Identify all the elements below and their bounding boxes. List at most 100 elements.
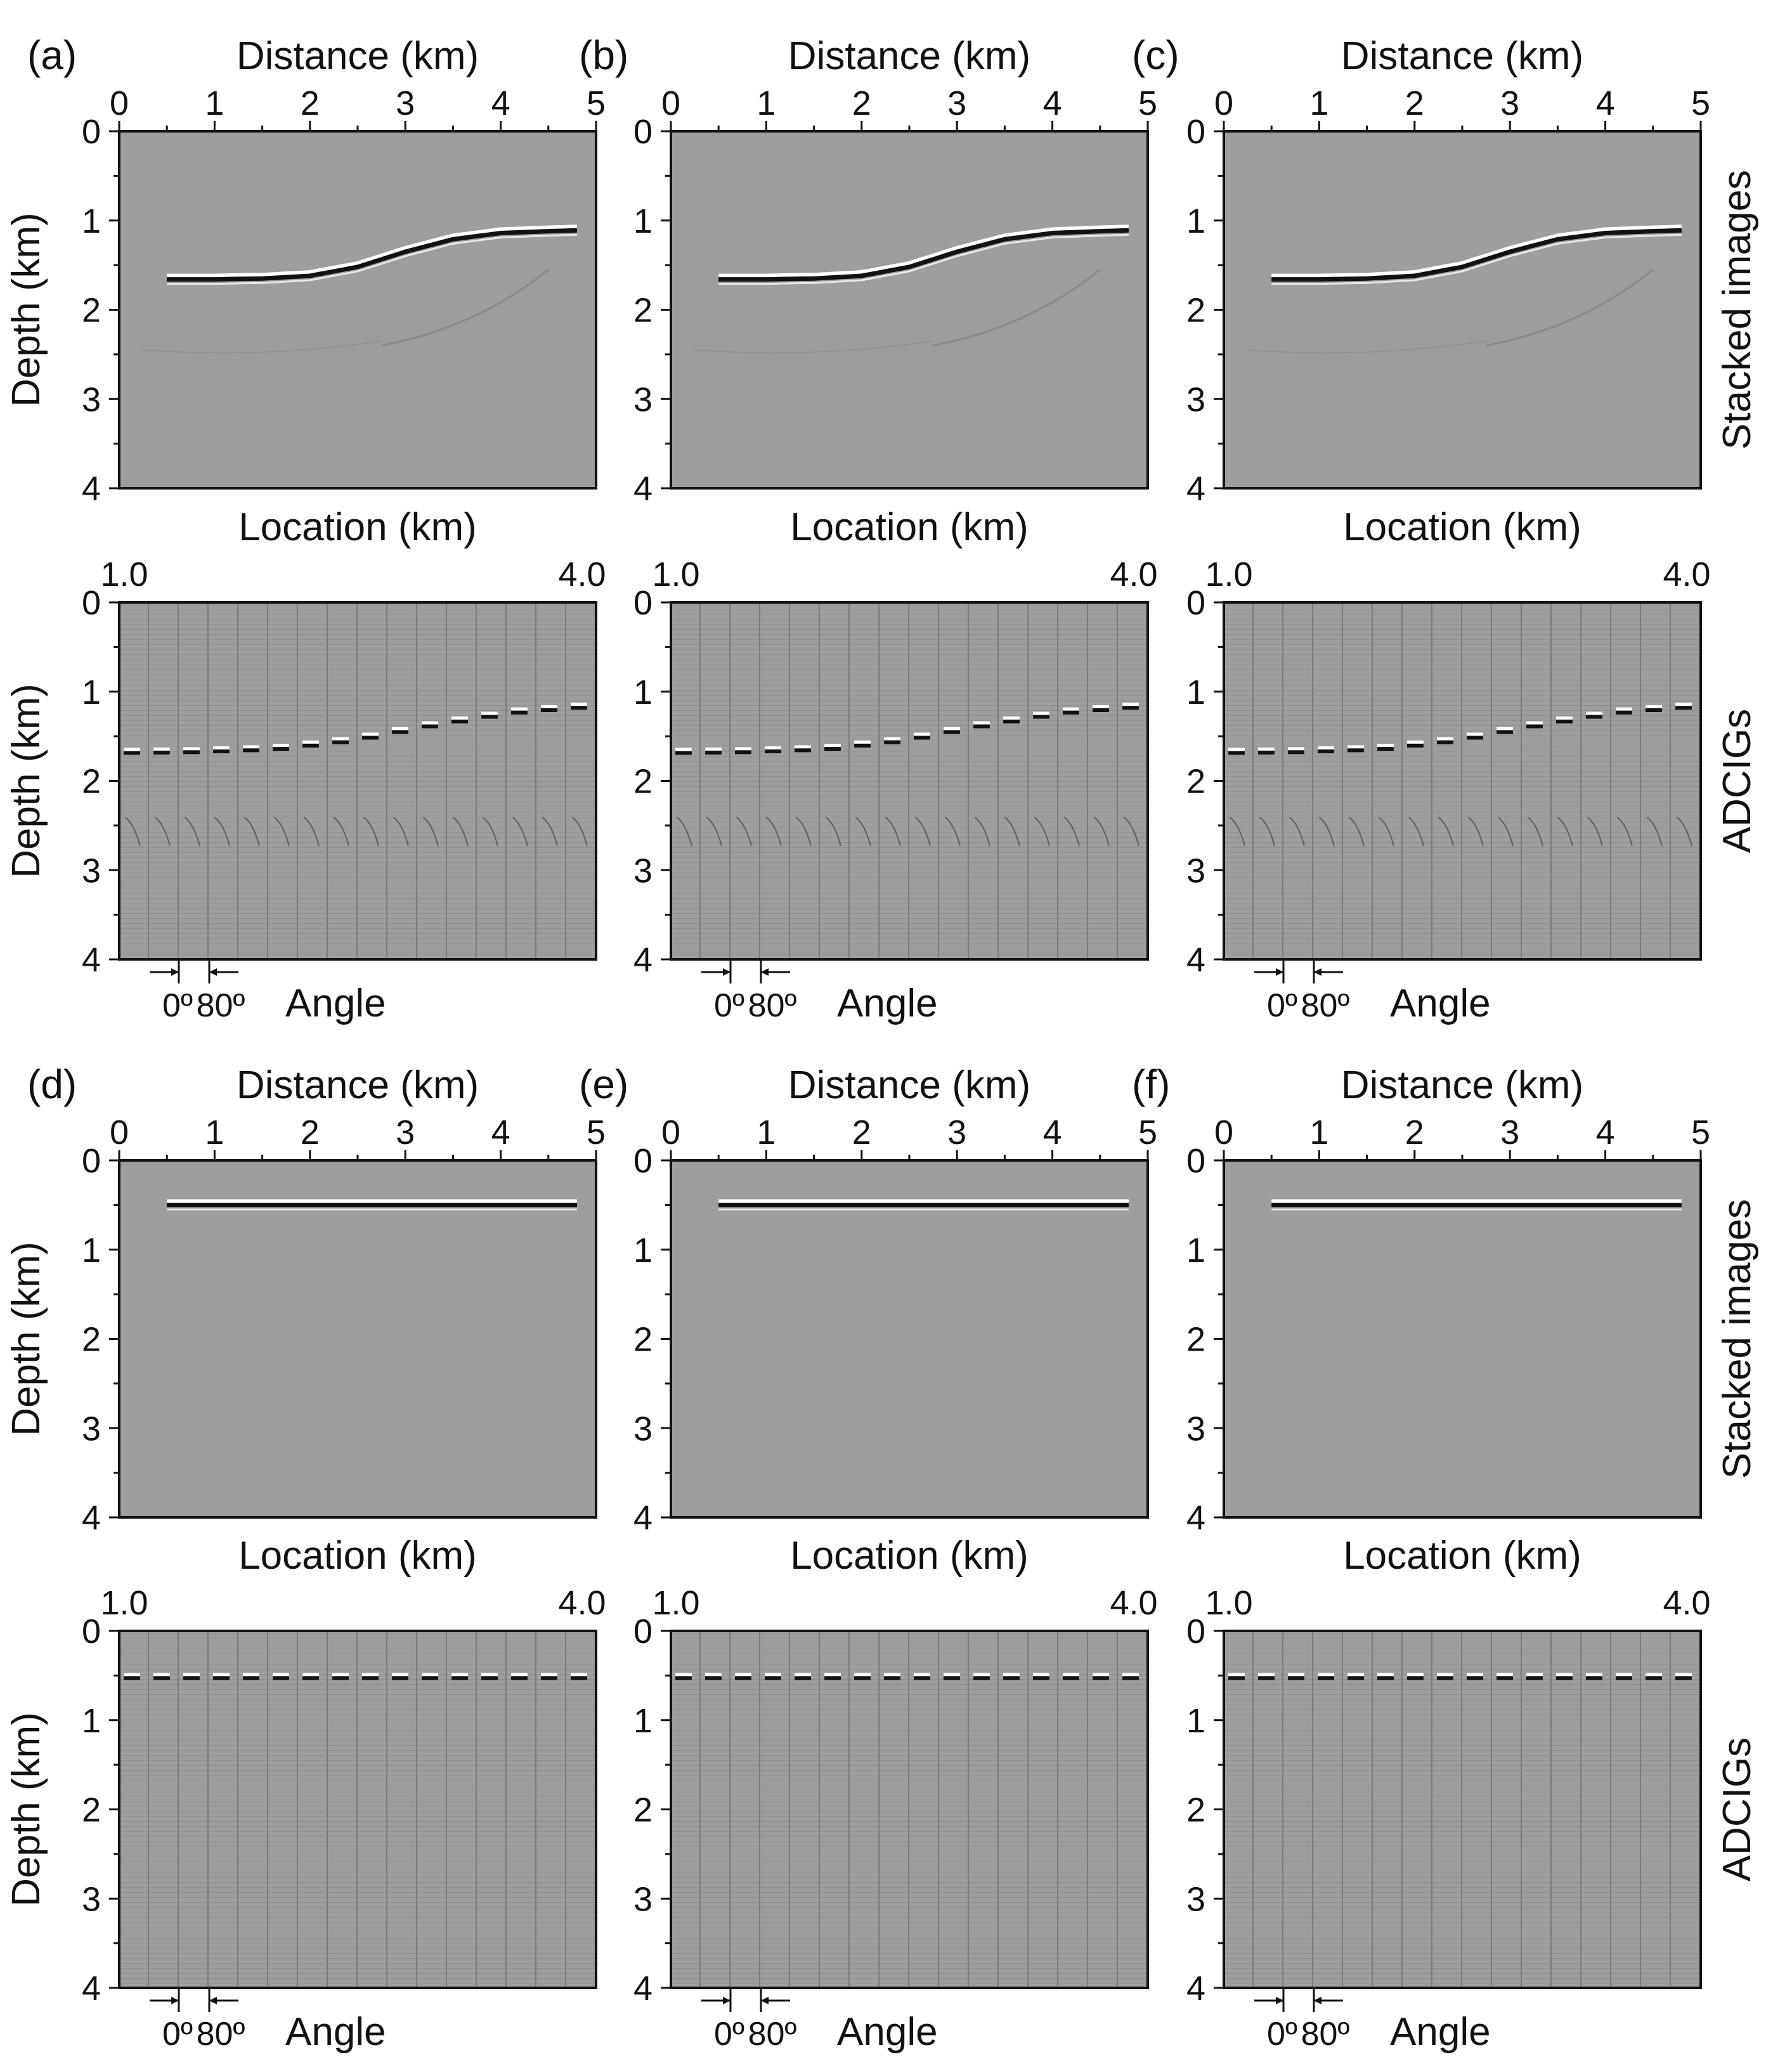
gather-event-top <box>243 1673 259 1677</box>
angle-max-label: 80º <box>197 987 245 1024</box>
gather-event-top <box>765 746 781 749</box>
arrowhead-icon <box>171 968 179 976</box>
gather-event <box>302 1676 319 1680</box>
gather-event-top <box>1033 1673 1049 1677</box>
y-tick-label: 4 <box>1186 470 1205 508</box>
y-tick-label: 2 <box>633 1791 653 1829</box>
gather-event-top <box>273 1673 289 1677</box>
x-tick-label: 1.0 <box>100 555 148 594</box>
gather-event-top <box>422 721 438 725</box>
y-tick-label: 0 <box>633 584 653 622</box>
gather-artifact <box>885 817 901 847</box>
arrowhead-icon <box>171 1997 179 2004</box>
arrowhead-icon <box>209 1997 217 2004</box>
gather-event-top <box>362 732 379 736</box>
arrowhead-icon <box>761 1997 769 2004</box>
y-tick-label: 3 <box>1186 1410 1205 1448</box>
gather-event-top <box>243 745 259 749</box>
y-tick-label: 4 <box>1186 941 1205 979</box>
gather-artifact <box>154 817 171 847</box>
y-tick-label: 1 <box>633 202 653 240</box>
panel-label: (b) <box>579 32 628 78</box>
y-tick-label: 1 <box>82 673 101 711</box>
gather-event <box>1616 1676 1632 1680</box>
panel-background <box>671 1160 1148 1517</box>
gather-event <box>183 1676 200 1680</box>
gather-artifact <box>1123 817 1139 847</box>
x-tick-label: 4 <box>1596 84 1615 122</box>
gather-artifact <box>363 817 379 847</box>
gather-event-top <box>824 744 841 748</box>
gather-event-top <box>1228 748 1245 751</box>
y-tick-label: 0 <box>1186 113 1205 151</box>
gather-event <box>765 749 781 753</box>
y-tick-label: 3 <box>1186 1880 1205 1918</box>
gather-event-top <box>914 1673 930 1677</box>
angle-max-label: 80º <box>1301 2016 1350 2053</box>
y-tick-label: 2 <box>633 1321 653 1359</box>
gather-event <box>153 750 170 755</box>
gather-event-top <box>153 1673 170 1677</box>
gather-event <box>675 1676 692 1680</box>
gather-event <box>795 748 811 753</box>
gather-event <box>1586 1676 1602 1680</box>
gather-event-top <box>735 1673 751 1677</box>
gather-event-top <box>1033 711 1049 715</box>
y-tick-label: 4 <box>633 470 653 508</box>
y-tick-label: 0 <box>82 113 101 151</box>
y-tick-label: 3 <box>633 852 653 890</box>
gather-event-top <box>541 704 557 708</box>
x-tick-label: 2 <box>852 1113 871 1152</box>
x-tick-label: 0 <box>661 84 680 122</box>
artifact-arc <box>694 340 933 354</box>
y-tick-label: 1 <box>1186 673 1205 711</box>
gather-event-top <box>302 740 319 744</box>
y-tick-label: 1 <box>82 1231 101 1269</box>
gather-event-top <box>511 1673 528 1677</box>
y-tick-label: 1 <box>1186 1231 1205 1269</box>
reflector-sidelobe <box>718 233 1129 285</box>
gather-event <box>973 724 990 729</box>
adcig-panel-1-1: 1.0 4.0 0 1 2 3 4 Location (km) 0º 80º Angle <box>633 505 1158 1025</box>
gather-event-top <box>1003 1673 1020 1677</box>
x-tick-label: 1.0 <box>652 1584 699 1622</box>
panel-label: (c) <box>1132 32 1179 78</box>
angle-min-label: 0º <box>1267 2016 1297 2053</box>
y-tick-label: 0 <box>82 1613 101 1651</box>
gather-event-top <box>1122 1673 1139 1677</box>
gather-artifact <box>1646 817 1663 847</box>
gather-event <box>973 1676 990 1680</box>
gather-event <box>1407 1676 1424 1680</box>
gather-artifact <box>542 817 558 847</box>
gather-event-top <box>1646 1673 1662 1677</box>
gather-event-top <box>1407 1673 1424 1677</box>
gather-artifact <box>482 817 498 847</box>
gather-event <box>1675 706 1692 710</box>
y-tick-label: 4 <box>82 941 101 979</box>
y-tick-label: 3 <box>82 1880 101 1918</box>
gather-event <box>1093 1676 1109 1680</box>
gather-artifact <box>1093 817 1110 847</box>
gather-event-top <box>1318 1673 1334 1677</box>
adcig-panel-3-2: 1.0 4.0 0 1 2 3 4 Location (km) 0º 80º Angle <box>1186 1534 1711 2054</box>
gather-event <box>1646 708 1662 712</box>
x-tick-label: 5 <box>587 84 606 122</box>
y-tick-label: 2 <box>1186 763 1205 801</box>
gather-event <box>1467 1676 1483 1680</box>
gather-event-top <box>422 1673 438 1677</box>
gather-event-top <box>392 1673 408 1677</box>
reflector <box>718 228 1129 282</box>
angle-max-label: 80º <box>748 2016 797 2053</box>
y-tick-label: 1 <box>82 1702 101 1740</box>
x-axis-label: Distance (km) <box>237 1063 479 1107</box>
gather-event <box>1228 1676 1245 1680</box>
panel-label: (f) <box>1132 1061 1170 1107</box>
gather-event <box>124 751 140 755</box>
angle-max-label: 80º <box>197 2016 245 2053</box>
gather-event <box>273 1676 289 1680</box>
gather-event-top <box>1122 703 1139 706</box>
gather-artifact <box>1348 817 1365 847</box>
gather-artifact <box>974 817 990 847</box>
gather-event <box>824 747 841 751</box>
